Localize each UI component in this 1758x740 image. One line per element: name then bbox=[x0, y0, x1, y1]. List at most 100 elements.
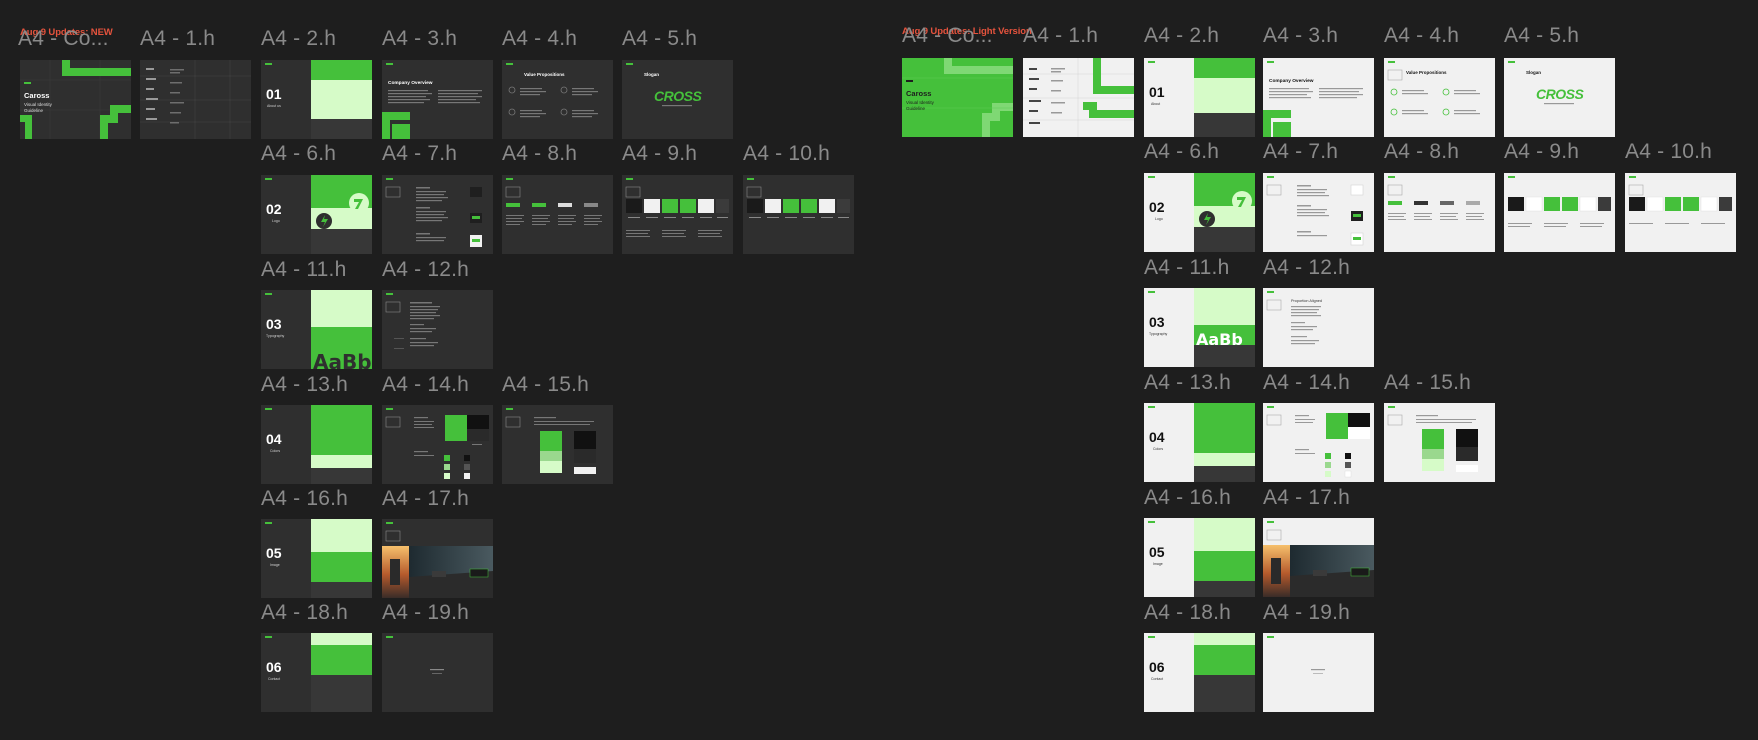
frame-label-dark-9[interactable]: A4 - 9.h bbox=[622, 142, 698, 165]
frame-label-light-14[interactable]: A4 - 14.h bbox=[1263, 371, 1351, 394]
frame-label-dark-6[interactable]: A4 - 6.h bbox=[261, 142, 337, 165]
frame-label-dark-15[interactable]: A4 - 15.h bbox=[502, 373, 590, 396]
frame-dark-7[interactable] bbox=[382, 175, 493, 254]
frame-light-3[interactable]: Company Overview bbox=[1263, 58, 1374, 137]
frame-dark-13[interactable]: 04 Colors bbox=[261, 405, 372, 484]
frame-dark-8[interactable] bbox=[502, 175, 613, 254]
cover-brand: Caross bbox=[906, 89, 932, 98]
frame-label-light-19[interactable]: A4 - 19.h bbox=[1263, 601, 1351, 624]
frame-dark-3[interactable]: Company Overview bbox=[382, 60, 493, 139]
frame-label-light-12[interactable]: A4 - 12.h bbox=[1263, 256, 1351, 279]
frame-light-12[interactable]: Proportion Aligned bbox=[1263, 288, 1374, 367]
frame-dark-cover[interactable]: Caross Visual Identity Guideline bbox=[20, 60, 131, 139]
frame-dark-15[interactable] bbox=[502, 405, 613, 484]
frame-label-dark-13[interactable]: A4 - 13.h bbox=[261, 373, 349, 396]
section-title-light[interactable]: Aug 9 Updates: Light Version bbox=[902, 26, 1032, 37]
frame-label-dark-17[interactable]: A4 - 17.h bbox=[382, 487, 470, 510]
frame-label-dark-4[interactable]: A4 - 4.h bbox=[502, 27, 578, 50]
frame-dark-19[interactable] bbox=[382, 633, 493, 712]
frame-label-light-8[interactable]: A4 - 8.h bbox=[1384, 140, 1460, 163]
frame-dark-2[interactable]: 01 About us bbox=[261, 60, 372, 139]
frame-label-light-11[interactable]: A4 - 11.h bbox=[1144, 256, 1230, 279]
frame-label-light-3[interactable]: A4 - 3.h bbox=[1263, 24, 1339, 47]
frame-dark-12[interactable] bbox=[382, 290, 493, 369]
frame-label-light-6[interactable]: A4 - 6.h bbox=[1144, 140, 1220, 163]
frame-label-light-4[interactable]: A4 - 4.h bbox=[1384, 24, 1460, 47]
frame-light-13[interactable]: 04 Colors bbox=[1144, 403, 1255, 482]
values-artwork bbox=[1387, 69, 1480, 116]
frame-dark-10[interactable] bbox=[743, 175, 854, 254]
frame-light-6[interactable]: 02 Logo bbox=[1144, 173, 1255, 252]
frame-label-dark-3[interactable]: A4 - 3.h bbox=[382, 27, 458, 50]
frame-light-2[interactable]: 01 About bbox=[1144, 58, 1255, 137]
frame-dark-11[interactable]: AaBb 03 Typography bbox=[261, 290, 372, 369]
frame-label-dark-11[interactable]: A4 - 11.h bbox=[261, 258, 347, 281]
frame-label-dark-14[interactable]: A4 - 14.h bbox=[382, 373, 470, 396]
frame-label-light-2[interactable]: A4 - 2.h bbox=[1144, 24, 1220, 47]
frame-dark-4[interactable]: Value Propositions bbox=[502, 60, 613, 139]
frame-light-10[interactable] bbox=[1625, 173, 1736, 252]
frame-light-1[interactable] bbox=[1023, 58, 1134, 137]
frame-dark-9[interactable] bbox=[622, 175, 733, 254]
frame-light-18[interactable]: 06 Contact bbox=[1144, 633, 1255, 712]
frame-label-dark-16[interactable]: A4 - 16.h bbox=[261, 487, 349, 510]
cover-artwork bbox=[902, 58, 1013, 137]
frame-light-cover[interactable]: Caross Visual Identity Guideline bbox=[902, 58, 1013, 137]
frame-label-light-9[interactable]: A4 - 9.h bbox=[1504, 140, 1580, 163]
frame-label-light-15[interactable]: A4 - 15.h bbox=[1384, 371, 1472, 394]
frame-light-5[interactable]: Slogan CROSS bbox=[1504, 58, 1615, 137]
frame-light-7[interactable] bbox=[1263, 173, 1374, 252]
frame-light-19[interactable] bbox=[1263, 633, 1374, 712]
frame-label-dark-19[interactable]: A4 - 19.h bbox=[382, 601, 470, 624]
overview-artwork bbox=[1263, 88, 1363, 137]
cover-brand: Caross bbox=[24, 91, 50, 100]
frame-label-light-1[interactable]: A4 - 1.h bbox=[1023, 24, 1099, 47]
frame-dark-17[interactable] bbox=[382, 519, 493, 598]
frame-label-light-17[interactable]: A4 - 17.h bbox=[1263, 486, 1351, 509]
section-title-dark[interactable]: Aug 9 Updates: NEW bbox=[20, 27, 113, 38]
frame-dark-18[interactable]: 06 Contact bbox=[261, 633, 372, 712]
section-number: 03 bbox=[1149, 314, 1165, 330]
frame-label-light-7[interactable]: A4 - 7.h bbox=[1263, 140, 1339, 163]
frame-label-light-18[interactable]: A4 - 18.h bbox=[1144, 601, 1232, 624]
frame-label-dark-10[interactable]: A4 - 10.h bbox=[743, 142, 831, 165]
logo-mark bbox=[265, 293, 272, 295]
logo-colors-artwork bbox=[1628, 184, 1732, 224]
frame-dark-1[interactable] bbox=[140, 60, 251, 139]
frame-label-dark-1[interactable]: A4 - 1.h bbox=[140, 27, 216, 50]
frame-light-8[interactable] bbox=[1384, 173, 1495, 252]
frame-label-dark-cover[interactable]: A4 - Co... bbox=[18, 27, 109, 50]
frame-label-dark-12[interactable]: A4 - 12.h bbox=[382, 258, 470, 281]
frame-label-light-5[interactable]: A4 - 5.h bbox=[1504, 24, 1580, 47]
frame-light-4[interactable]: Value Propositions bbox=[1384, 58, 1495, 137]
slide-heading: Proportion Aligned bbox=[1291, 299, 1323, 303]
frame-light-17[interactable] bbox=[1263, 518, 1374, 597]
frame-label-light-10[interactable]: A4 - 10.h bbox=[1625, 140, 1713, 163]
frame-light-16[interactable]: 05 Image bbox=[1144, 518, 1255, 597]
frame-label-dark-2[interactable]: A4 - 2.h bbox=[261, 27, 337, 50]
frame-light-14[interactable] bbox=[1263, 403, 1374, 482]
overview-artwork bbox=[382, 90, 482, 139]
frame-dark-6[interactable]: 02 Logo bbox=[261, 175, 372, 254]
frame-light-15[interactable] bbox=[1384, 403, 1495, 482]
section-caption: About us bbox=[267, 104, 281, 108]
frame-label-light-13[interactable]: A4 - 13.h bbox=[1144, 371, 1232, 394]
logo-mark bbox=[386, 63, 393, 65]
frame-dark-5[interactable]: Slogan CROSS bbox=[622, 60, 733, 139]
frame-label-dark-5[interactable]: A4 - 5.h bbox=[622, 27, 698, 50]
logo-mark bbox=[265, 408, 272, 410]
frame-label-light-cover[interactable]: A4 - Co... bbox=[902, 24, 993, 47]
frame-label-light-16[interactable]: A4 - 16.h bbox=[1144, 486, 1232, 509]
frame-label-dark-8[interactable]: A4 - 8.h bbox=[502, 142, 578, 165]
frame-light-9[interactable] bbox=[1504, 173, 1615, 252]
frame-light-11[interactable]: AaBb 03 Typography bbox=[1144, 288, 1255, 367]
frame-dark-16[interactable]: 05 Image bbox=[261, 519, 372, 598]
logo-mark bbox=[1267, 636, 1274, 638]
frame-label-dark-18[interactable]: A4 - 18.h bbox=[261, 601, 349, 624]
section-cover-artwork bbox=[1194, 403, 1255, 482]
frame-label-dark-7[interactable]: A4 - 7.h bbox=[382, 142, 458, 165]
logo-mark bbox=[265, 636, 272, 638]
frame-dark-14[interactable] bbox=[382, 405, 493, 484]
logo-mark bbox=[265, 178, 272, 180]
